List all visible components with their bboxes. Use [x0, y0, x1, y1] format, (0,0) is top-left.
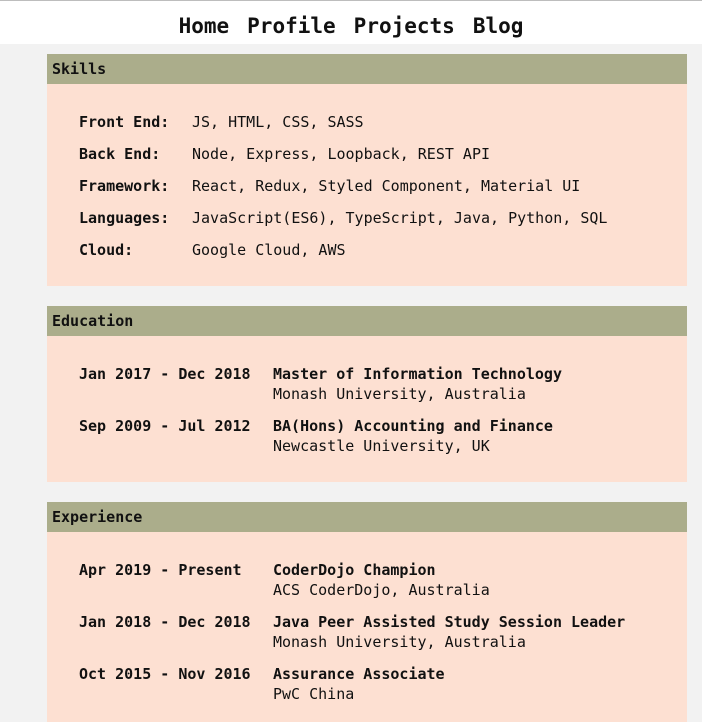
experience-section: Experience Apr 2019 - Present CoderDojo …: [47, 502, 687, 722]
education-institution: Newcastle University, UK: [273, 437, 490, 455]
experience-organization: ACS CoderDojo, Australia: [273, 581, 490, 599]
top-nav: Home Profile Projects Blog: [0, 0, 702, 44]
skill-value: Google Cloud, AWS: [192, 241, 346, 259]
experience-date: Jan 2018 - Dec 2018: [79, 613, 251, 631]
skill-value: Node, Express, Loopback, REST API: [192, 145, 491, 163]
skill-value: React, Redux, Styled Component, Material…: [192, 177, 581, 195]
experience-title: Assurance Associate: [273, 665, 445, 683]
skills-heading: Skills: [47, 54, 687, 84]
nav-link-home[interactable]: Home: [178, 13, 230, 38]
skills-section: Skills Front End: JS, HTML, CSS, SASS Ba…: [47, 54, 687, 286]
education-date: Jan 2017 - Dec 2018: [79, 365, 251, 383]
education-heading: Education: [47, 306, 687, 336]
skill-label: Languages:: [79, 209, 170, 227]
experience-date: Oct 2015 - Nov 2016: [79, 665, 251, 683]
skill-label: Framework:: [79, 177, 170, 195]
experience-date: Apr 2019 - Present: [79, 561, 242, 579]
skill-value: JS, HTML, CSS, SASS: [192, 113, 364, 131]
experience-title: Java Peer Assisted Study Session Leader: [273, 613, 626, 631]
skill-label: Front End:: [79, 113, 170, 131]
nav-link-profile[interactable]: Profile: [247, 13, 336, 38]
nav-link-projects[interactable]: Projects: [353, 13, 455, 38]
experience-organization: PwC China: [273, 685, 355, 703]
nav-link-blog[interactable]: Blog: [472, 13, 524, 38]
experience-title: CoderDojo Champion: [273, 561, 436, 579]
experience-heading: Experience: [47, 502, 687, 532]
skill-label: Cloud:: [79, 241, 134, 259]
education-title: BA(Hons) Accounting and Finance: [273, 417, 553, 435]
education-date: Sep 2009 - Jul 2012: [79, 417, 251, 435]
skill-value: JavaScript(ES6), TypeScript, Java, Pytho…: [192, 209, 608, 227]
education-institution: Monash University, Australia: [273, 385, 526, 403]
education-section: Education Jan 2017 - Dec 2018 Master of …: [47, 306, 687, 482]
skill-label: Back End:: [79, 145, 161, 163]
education-title: Master of Information Technology: [273, 365, 562, 383]
experience-organization: Monash University, Australia: [273, 633, 526, 651]
